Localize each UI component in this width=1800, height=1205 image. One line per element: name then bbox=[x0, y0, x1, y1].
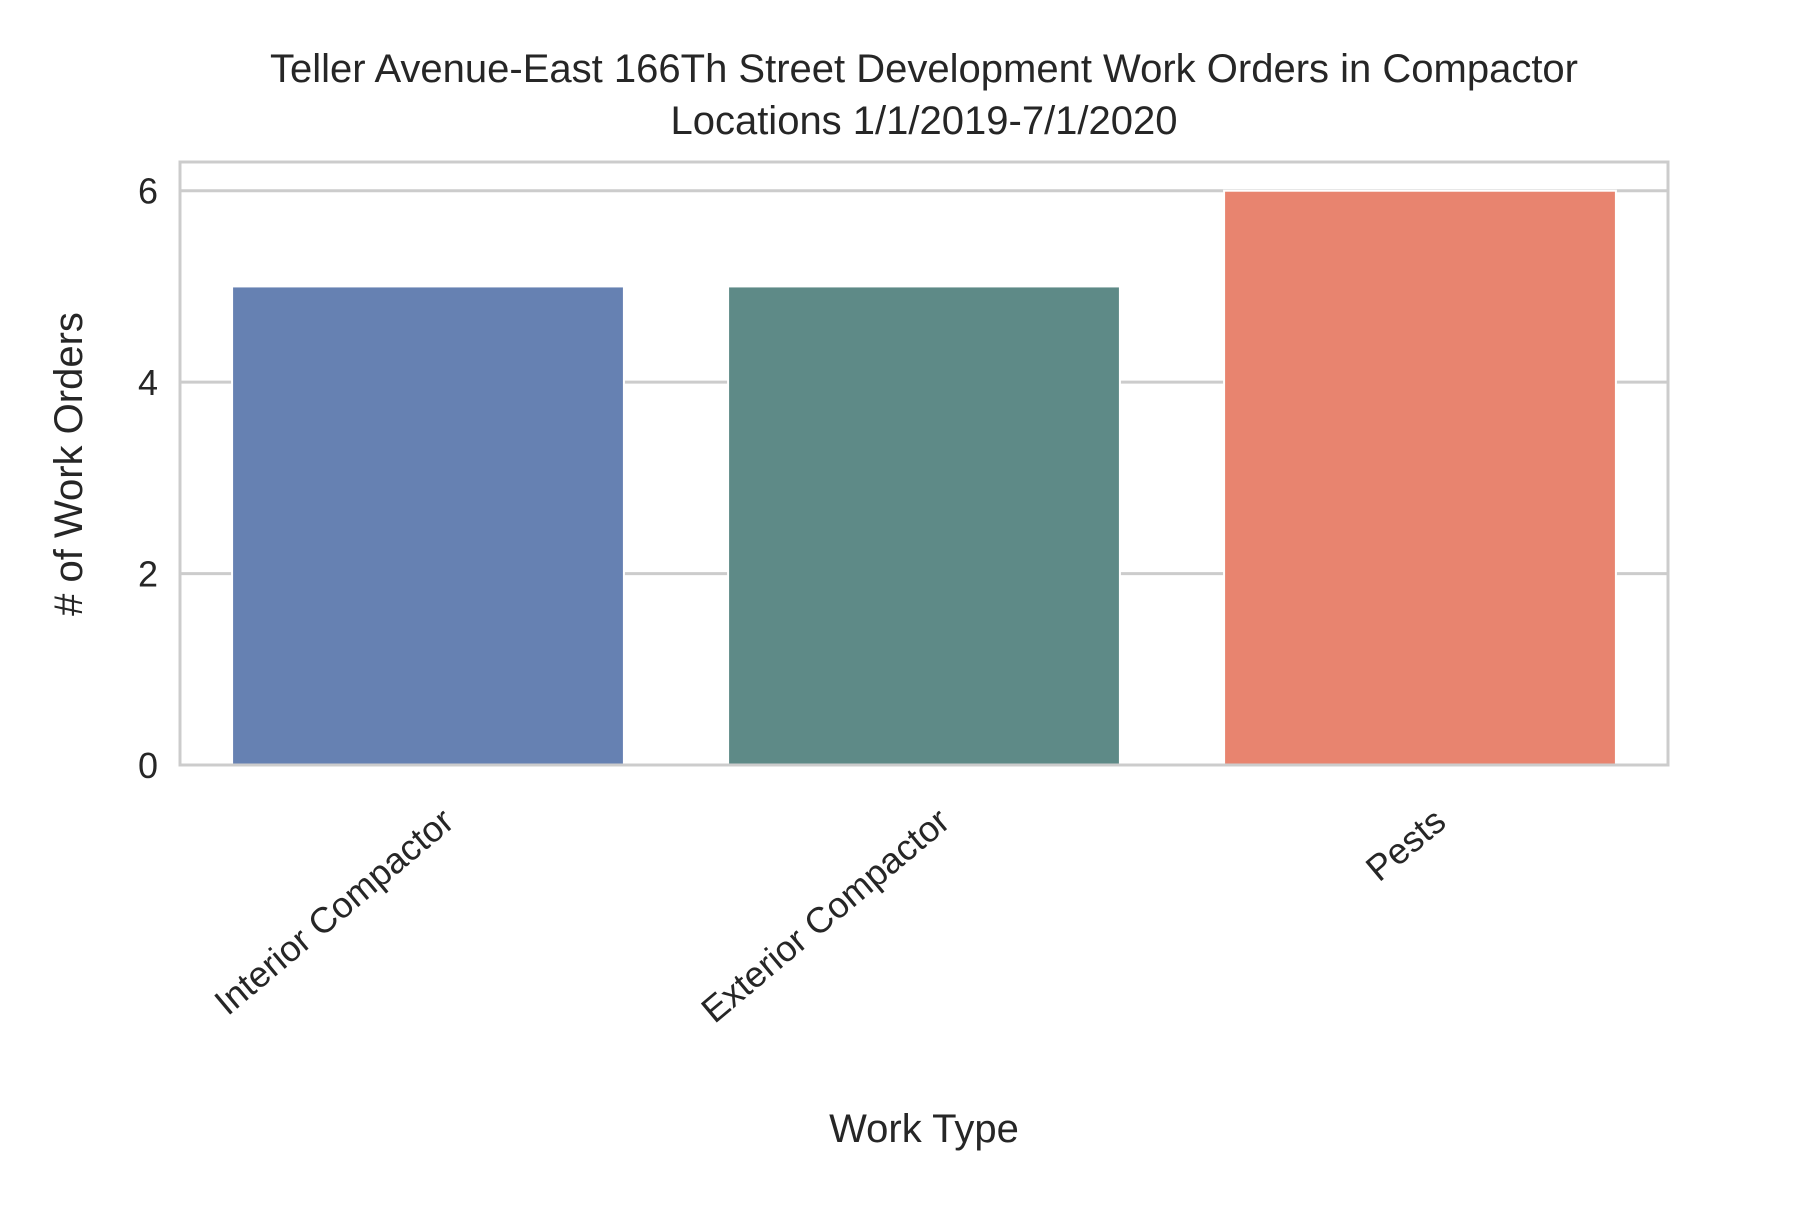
chart-title-line1: Teller Avenue-East 166Th Street Developm… bbox=[270, 47, 1578, 91]
y-axis-label: # of Work Orders bbox=[47, 312, 91, 616]
chart-title-line2: Locations 1/1/2019-7/1/2020 bbox=[670, 99, 1177, 143]
bars bbox=[231, 189, 1617, 766]
bar-exterior-compactor bbox=[727, 285, 1121, 766]
y-tick-label-2: 2 bbox=[138, 554, 158, 595]
x-axis-label: Work Type bbox=[829, 1107, 1019, 1151]
bar-interior-compactor bbox=[231, 285, 625, 766]
y-tick-labels: 0 2 4 6 bbox=[138, 171, 158, 786]
bar-pests bbox=[1223, 189, 1617, 766]
y-tick-label-6: 6 bbox=[138, 171, 158, 212]
y-tick-label-4: 4 bbox=[138, 362, 158, 403]
y-tick-label-0: 0 bbox=[138, 745, 158, 786]
plot-area-frame bbox=[178, 160, 1670, 767]
